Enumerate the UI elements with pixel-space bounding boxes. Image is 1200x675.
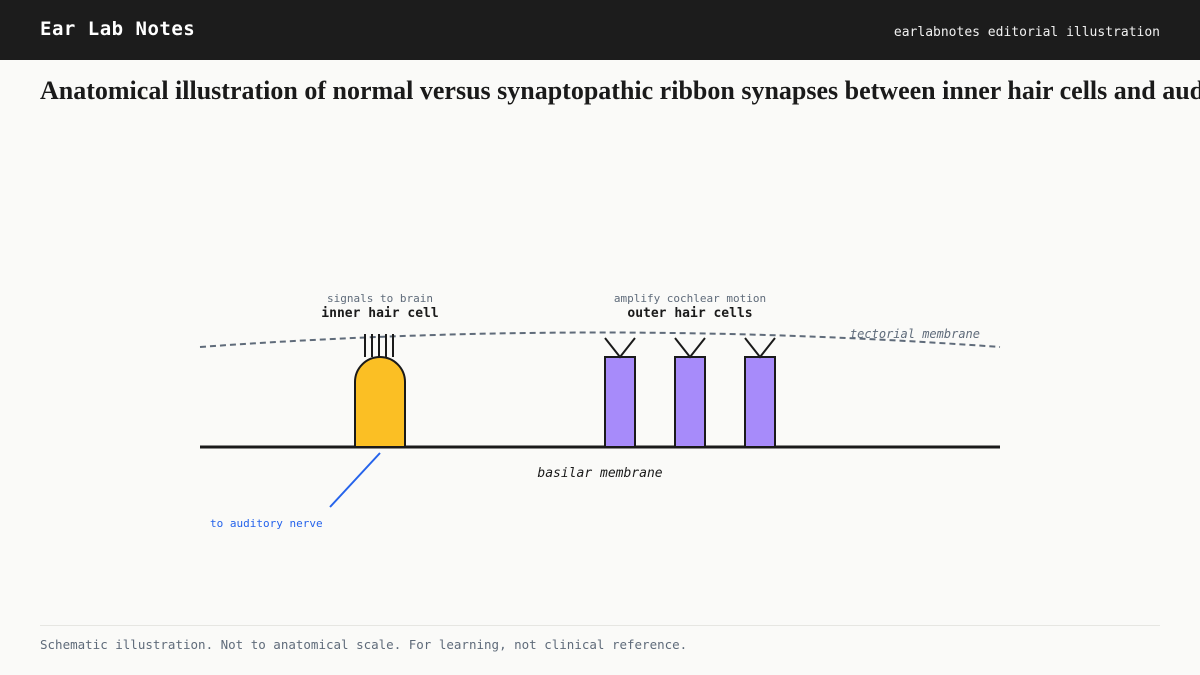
outer-hair-cell-stereocilia: [604, 337, 636, 359]
basilar-membrane-label: basilar membrane: [537, 466, 662, 481]
site-tagline: earlabnotes editorial illustration: [893, 25, 1160, 40]
auditory-nerve-label: to auditory nerve: [210, 517, 323, 530]
site-brand[interactable]: Ear Lab Notes: [40, 18, 196, 40]
outer-hair-cells-label: outer hair cells: [627, 306, 752, 321]
outer-hair-cell-stereocilia: [674, 337, 706, 359]
inner-hair-cell: [354, 334, 406, 448]
outer-hair-cell-body: [674, 356, 706, 448]
auditory-nerve-fiber: [329, 452, 381, 508]
tectorial-membrane-label: tectorial membrane: [850, 327, 980, 341]
inner-hair-cell-body: [354, 356, 406, 448]
outer-hair-cell-body: [604, 356, 636, 448]
inner-hair-cell-label: inner hair cell: [321, 306, 438, 321]
footer-divider: [40, 625, 1160, 626]
footnote: Schematic illustration. Not to anatomica…: [40, 637, 688, 652]
inner-hair-cell-stereocilia: [364, 334, 394, 357]
top-bar: Ear Lab Notes earlabnotes editorial illu…: [0, 0, 1200, 60]
outer-hair-cell-1: [604, 337, 636, 448]
outer-hair-cells-caption: amplify cochlear motion: [614, 292, 766, 305]
outer-hair-cell-stereocilia: [744, 337, 776, 359]
outer-hair-cell-3: [744, 337, 776, 448]
tectorial-membrane: [199, 331, 1001, 348]
page-title: Anatomical illustration of normal versus…: [40, 76, 1200, 105]
outer-hair-cell-body: [744, 356, 776, 448]
inner-hair-cell-caption: signals to brain: [327, 292, 433, 305]
outer-hair-cell-2: [674, 337, 706, 448]
